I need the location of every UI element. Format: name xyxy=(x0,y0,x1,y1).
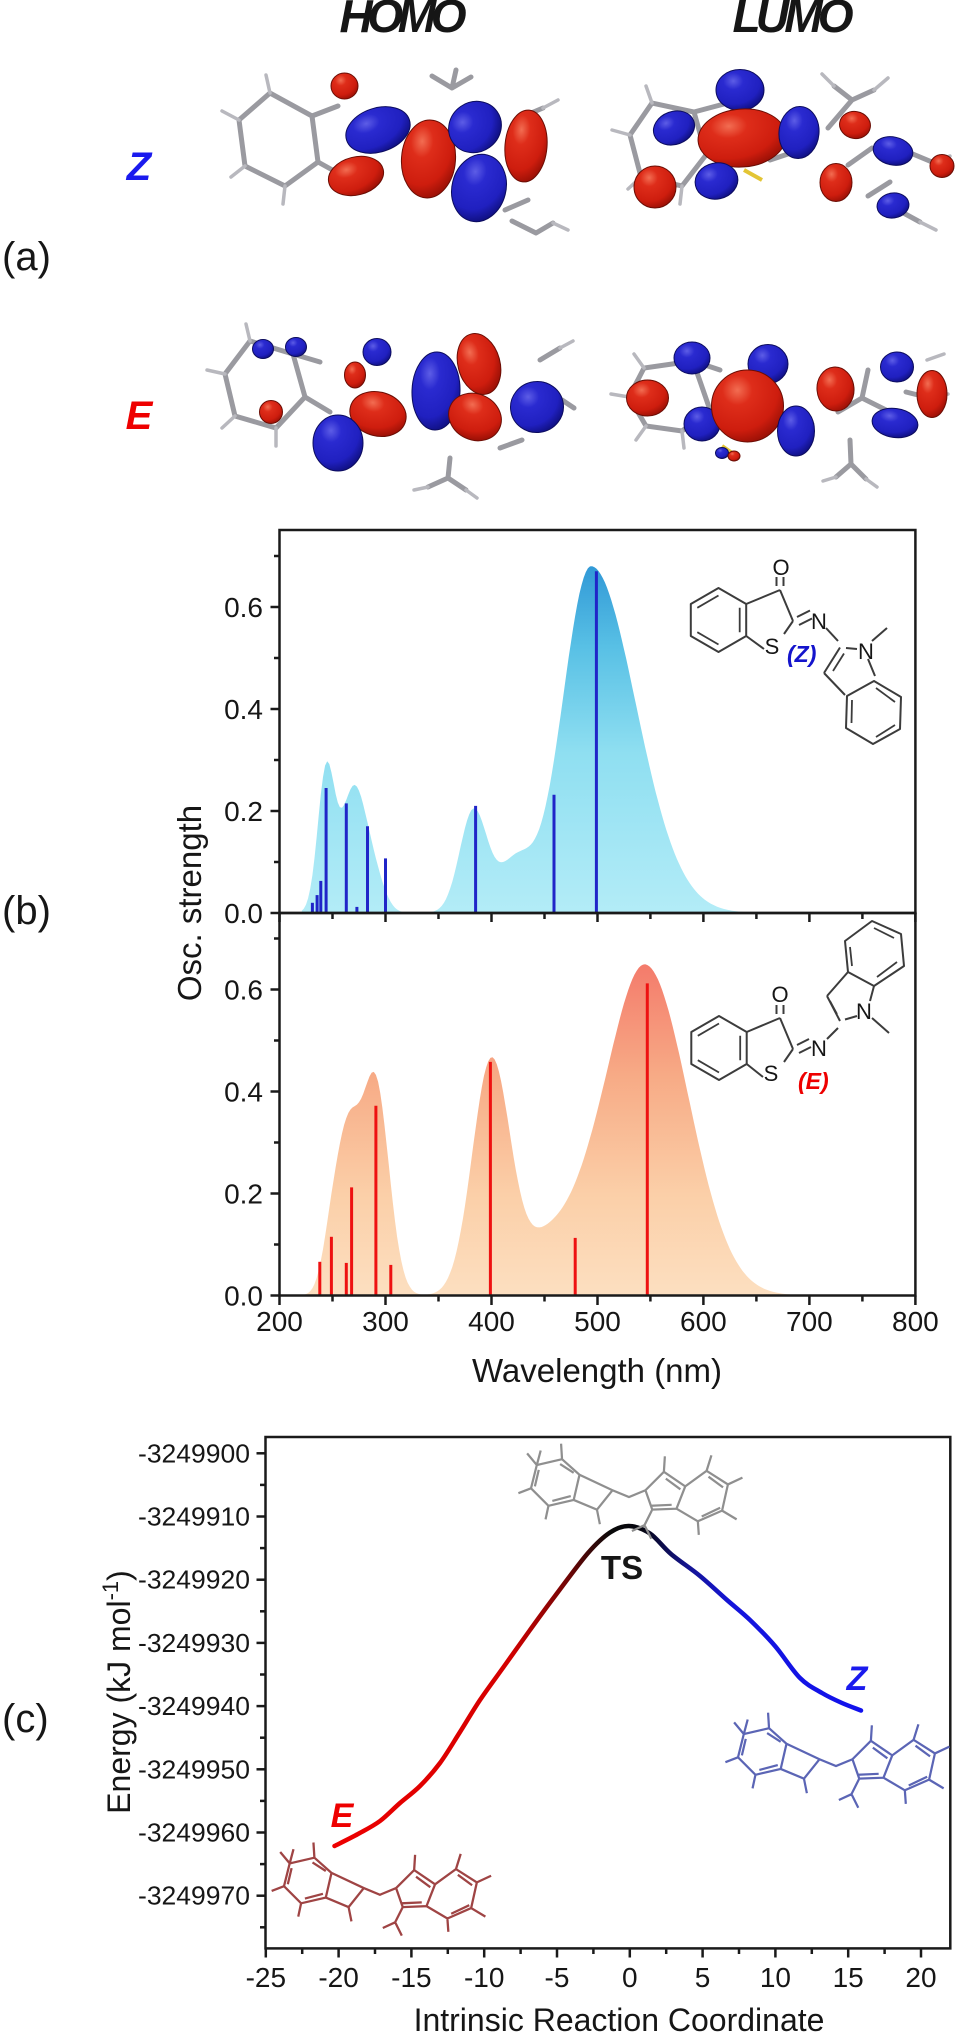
svg-text:(Z): (Z) xyxy=(787,641,816,667)
svg-text:-3249950: -3249950 xyxy=(138,1754,250,1784)
svg-text:TS: TS xyxy=(601,1549,643,1586)
svg-text:(b): (b) xyxy=(2,889,51,933)
svg-text:-25: -25 xyxy=(246,1962,286,1993)
svg-text:800: 800 xyxy=(892,1306,939,1337)
svg-text:10: 10 xyxy=(760,1962,791,1993)
svg-text:S: S xyxy=(765,634,780,659)
svg-text:400: 400 xyxy=(468,1306,515,1337)
svg-text:200: 200 xyxy=(256,1306,303,1337)
svg-text:-5: -5 xyxy=(545,1962,570,1993)
svg-text:-3249920: -3249920 xyxy=(138,1565,250,1595)
svg-text:Z: Z xyxy=(846,1660,869,1698)
svg-text:N: N xyxy=(858,639,874,664)
svg-text:0.6: 0.6 xyxy=(224,592,263,623)
svg-text:(a): (a) xyxy=(2,235,51,279)
svg-text:0.4: 0.4 xyxy=(224,694,263,725)
svg-text:700: 700 xyxy=(786,1306,833,1337)
svg-text:O: O xyxy=(772,555,789,580)
svg-text:HOMO: HOMO xyxy=(340,0,467,42)
svg-text:-10: -10 xyxy=(464,1962,504,1993)
svg-text:(E): (E) xyxy=(798,1068,829,1094)
svg-text:300: 300 xyxy=(362,1306,409,1337)
svg-text:N: N xyxy=(856,999,872,1024)
svg-text:(c): (c) xyxy=(2,1697,49,1741)
svg-text:0.6: 0.6 xyxy=(224,975,263,1006)
svg-text:0: 0 xyxy=(622,1962,638,1993)
svg-text:E: E xyxy=(126,394,154,438)
svg-text:LUMO: LUMO xyxy=(733,0,854,42)
svg-text:0.4: 0.4 xyxy=(224,1077,263,1108)
svg-text:0.0: 0.0 xyxy=(224,1281,263,1312)
svg-text:-3249930: -3249930 xyxy=(138,1628,250,1658)
svg-text:E: E xyxy=(331,1797,355,1835)
svg-text:Wavelength (nm): Wavelength (nm) xyxy=(472,1352,722,1389)
svg-text:Intrinsic Reaction Coordinate: Intrinsic Reaction Coordinate xyxy=(414,2002,825,2038)
svg-text:O: O xyxy=(771,982,788,1007)
svg-text:-3249900: -3249900 xyxy=(138,1438,250,1468)
svg-text:0.0: 0.0 xyxy=(224,898,263,929)
svg-text:S: S xyxy=(764,1061,779,1086)
svg-text:-3249910: -3249910 xyxy=(138,1502,250,1532)
svg-text:20: 20 xyxy=(905,1962,936,1993)
svg-text:-20: -20 xyxy=(318,1962,358,1993)
svg-text:-15: -15 xyxy=(391,1962,431,1993)
svg-text:15: 15 xyxy=(833,1962,864,1993)
svg-text:Energy (kJ mol-1): Energy (kJ mol-1) xyxy=(98,1570,137,1814)
svg-text:-3249960: -3249960 xyxy=(138,1818,250,1848)
svg-text:5: 5 xyxy=(695,1962,711,1993)
svg-text:Z: Z xyxy=(126,145,153,189)
svg-text:N: N xyxy=(811,1036,827,1061)
svg-text:600: 600 xyxy=(680,1306,727,1337)
svg-text:0.2: 0.2 xyxy=(224,1179,263,1210)
svg-text:Osc. strength: Osc. strength xyxy=(171,805,208,1001)
svg-text:0.2: 0.2 xyxy=(224,796,263,827)
svg-text:500: 500 xyxy=(574,1306,621,1337)
svg-text:-3249940: -3249940 xyxy=(138,1691,250,1721)
svg-text:N: N xyxy=(811,609,827,634)
svg-text:-3249970: -3249970 xyxy=(138,1881,250,1911)
